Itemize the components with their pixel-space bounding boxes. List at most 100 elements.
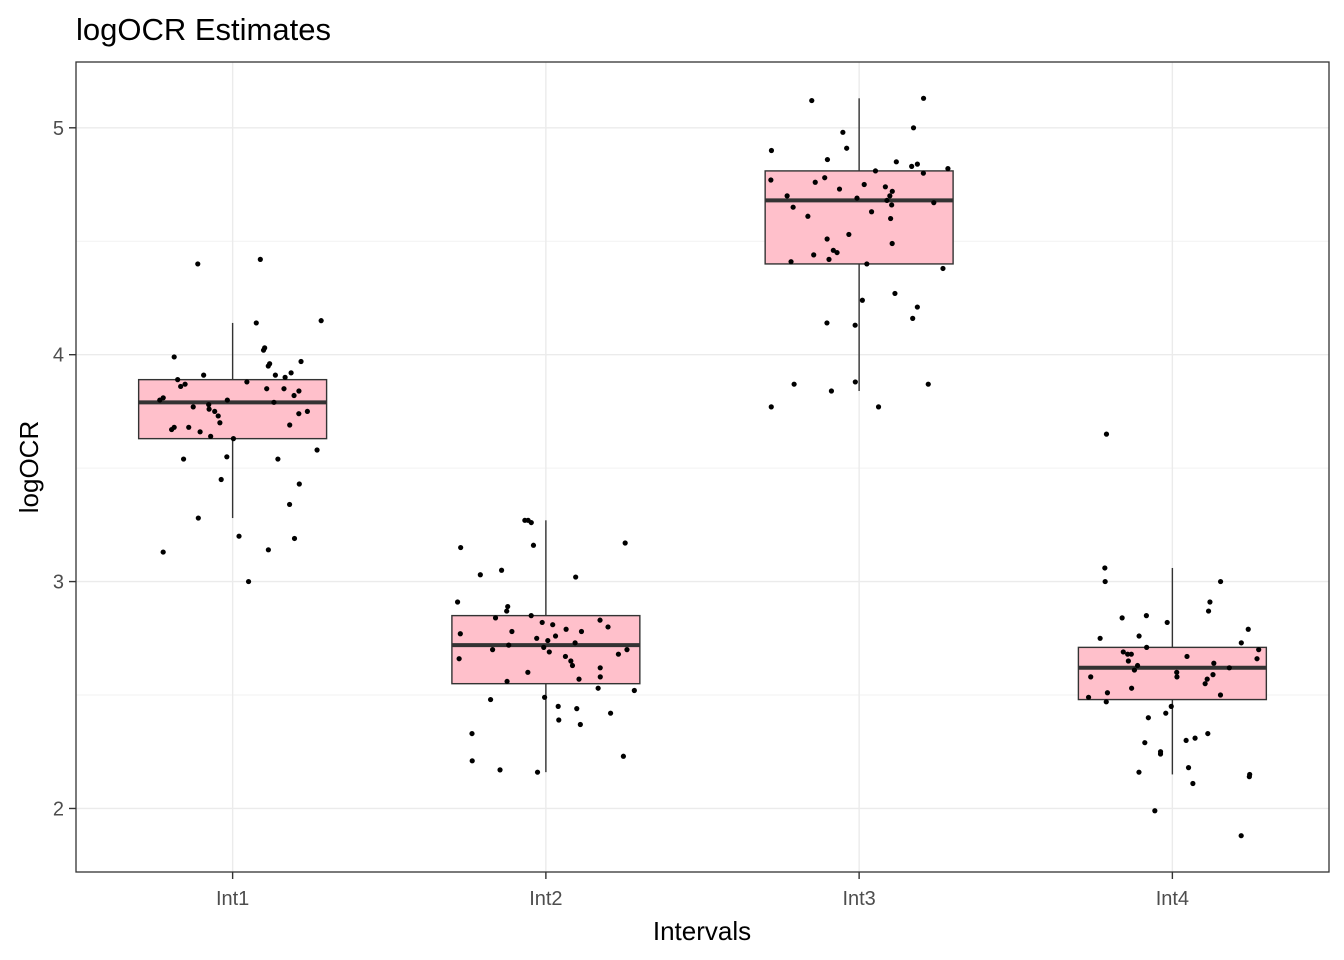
- points-layer: [157, 95, 1262, 839]
- data-point: [550, 622, 556, 628]
- data-point: [190, 404, 196, 410]
- data-point: [272, 372, 278, 378]
- data-point: [195, 515, 201, 521]
- y-axis: 2 3 4 5: [53, 118, 76, 820]
- data-point: [824, 236, 830, 242]
- data-point: [578, 628, 585, 635]
- data-point: [230, 436, 237, 442]
- data-point: [236, 533, 242, 539]
- data-point: [291, 392, 297, 399]
- boxes-layer: [137, 98, 1268, 775]
- data-point: [498, 567, 505, 573]
- data-point: [910, 315, 916, 321]
- data-point: [201, 372, 207, 378]
- data-point: [605, 624, 611, 630]
- data-point: [477, 572, 483, 578]
- data-point: [1205, 608, 1212, 614]
- data-point: [852, 379, 858, 385]
- data-point: [275, 456, 281, 462]
- data-point: [859, 297, 865, 303]
- data-point: [812, 179, 818, 185]
- data-point: [264, 386, 270, 392]
- data-point: [1102, 565, 1108, 571]
- data-point: [253, 320, 259, 326]
- data-point: [304, 408, 310, 415]
- data-point: [940, 265, 946, 272]
- data-point: [882, 184, 888, 190]
- data-point: [1128, 651, 1134, 657]
- data-point: [595, 685, 601, 691]
- data-point: [791, 381, 797, 387]
- data-point: [1145, 715, 1151, 721]
- data-point: [945, 166, 951, 172]
- data-point: [1192, 735, 1198, 741]
- data-point: [469, 730, 475, 737]
- data-point: [487, 696, 494, 703]
- data-point: [1190, 780, 1196, 787]
- data-point: [178, 383, 184, 390]
- data-point: [892, 290, 898, 297]
- data-point: [454, 599, 461, 605]
- data-point: [1174, 674, 1180, 680]
- data-point: [572, 640, 578, 646]
- data-point: [296, 481, 302, 487]
- y-tick-label: 2: [53, 798, 64, 820]
- data-point: [1238, 640, 1244, 646]
- x-tick-label: Int1: [216, 888, 249, 910]
- data-point: [1217, 578, 1224, 585]
- data-point: [824, 320, 830, 326]
- y-axis-title: logOCR: [14, 421, 44, 513]
- data-point: [920, 170, 926, 176]
- chart-title: logOCR Estimates: [76, 12, 331, 47]
- data-point: [597, 617, 603, 623]
- data-point: [889, 240, 895, 247]
- data-point: [914, 161, 920, 167]
- data-point: [552, 633, 559, 639]
- y-tick-label: 5: [53, 118, 64, 140]
- data-point: [528, 613, 534, 619]
- data-point: [505, 603, 511, 610]
- data-point: [562, 653, 569, 660]
- data-point: [182, 381, 188, 387]
- data-point: [1211, 660, 1217, 666]
- data-point: [534, 635, 540, 641]
- data-point: [836, 186, 843, 192]
- data-point: [509, 628, 515, 635]
- data-point: [1102, 578, 1108, 585]
- data-point: [257, 256, 263, 262]
- data-point: [805, 213, 811, 219]
- data-point: [620, 753, 627, 759]
- data-point: [1129, 685, 1135, 691]
- data-point: [265, 363, 271, 369]
- data-point: [569, 662, 576, 669]
- data-point: [1136, 769, 1142, 775]
- data-point: [497, 767, 503, 773]
- data-point: [1103, 431, 1110, 437]
- data-point: [260, 347, 267, 353]
- data-point: [157, 397, 163, 403]
- data-point: [931, 200, 937, 206]
- data-point: [909, 163, 915, 169]
- data-point: [1119, 615, 1125, 621]
- y-tick-label: 3: [53, 572, 64, 594]
- data-point: [457, 631, 463, 637]
- data-point: [563, 626, 569, 632]
- data-point: [1185, 765, 1192, 771]
- data-point: [577, 721, 583, 728]
- data-point: [1205, 730, 1211, 737]
- data-point: [576, 676, 582, 682]
- data-point: [1184, 653, 1190, 660]
- data-point: [217, 420, 223, 426]
- data-point: [852, 322, 858, 328]
- data-point: [868, 209, 875, 215]
- data-point: [296, 411, 302, 417]
- data-point: [809, 97, 815, 104]
- data-point: [206, 406, 212, 412]
- data-point: [574, 706, 580, 712]
- data-point: [1174, 669, 1180, 675]
- data-point: [525, 669, 531, 675]
- data-point: [541, 644, 547, 650]
- data-point: [298, 358, 304, 365]
- data-point: [597, 674, 603, 680]
- data-point: [271, 399, 277, 405]
